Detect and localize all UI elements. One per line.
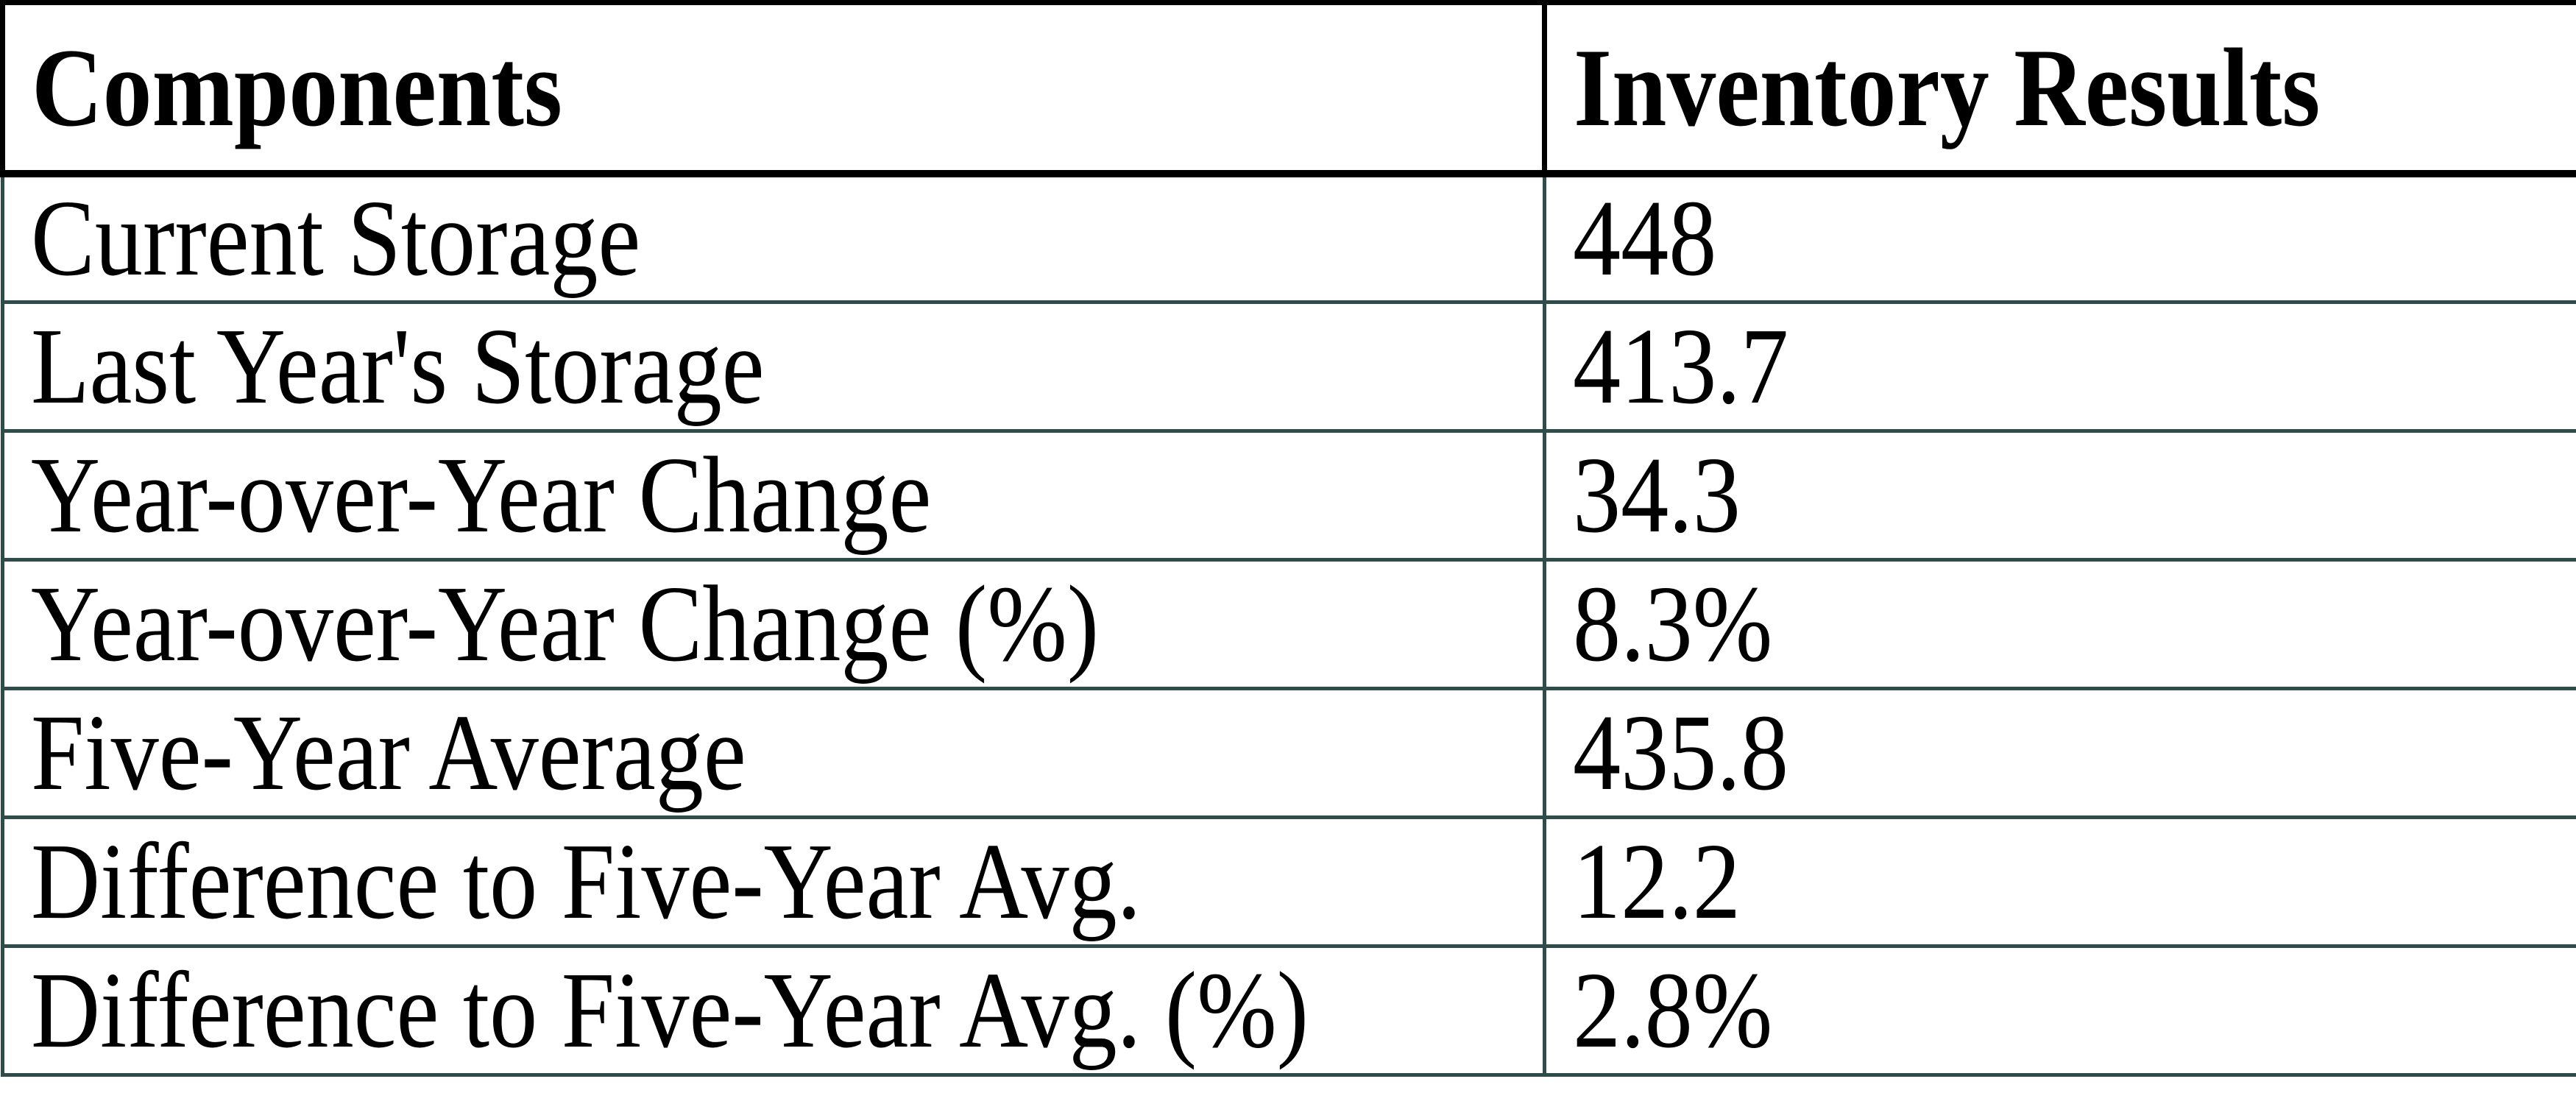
row-value: 2.8% — [1543, 944, 2576, 1077]
row-value-text: 8.3% — [1573, 564, 1773, 684]
table-body: Current Storage 448 Last Year's Storage … — [1, 171, 2576, 1077]
row-value: 435.8 — [1543, 687, 2576, 819]
row-label-text: Last Year's Storage — [31, 306, 765, 427]
row-value-text: 12.2 — [1573, 821, 1741, 942]
row-label: Current Storage — [1, 171, 1546, 304]
table-row: Five-Year Average 435.8 — [1, 687, 2576, 819]
row-label-text: Difference to Five-Year Avg. (%) — [31, 950, 1309, 1071]
row-value-text: 435.8 — [1573, 693, 1789, 813]
row-label: Difference to Five-Year Avg. — [1, 815, 1546, 948]
header-row: Components Inventory Results — [0, 0, 2576, 177]
table-row: Year-over-Year Change (%) 8.3% — [1, 558, 2576, 690]
row-label-text: Current Storage — [31, 178, 641, 300]
row-value: 34.3 — [1543, 429, 2576, 562]
row-label-text: Five-Year Average — [31, 693, 746, 813]
row-label-text: Year-over-Year Change — [31, 435, 932, 556]
row-value: 8.3% — [1543, 558, 2576, 690]
row-value-text: 2.8% — [1573, 950, 1773, 1071]
table-header: Components Inventory Results — [0, 0, 2576, 177]
row-label: Difference to Five-Year Avg. (%) — [1, 944, 1546, 1077]
inventory-table: Components Inventory Results Current Sto… — [0, 0, 2576, 1077]
table-row: Year-over-Year Change 34.3 — [1, 429, 2576, 562]
column-header-inventory-results-label: Inventory Results — [1574, 25, 2321, 149]
row-value-text: 448 — [1573, 178, 1717, 300]
row-label: Year-over-Year Change (%) — [1, 558, 1546, 690]
column-header-inventory-results: Inventory Results — [1542, 0, 2576, 177]
table-row: Last Year's Storage 413.7 — [1, 300, 2576, 433]
table-row: Difference to Five-Year Avg. 12.2 — [1, 815, 2576, 948]
row-value: 413.7 — [1543, 300, 2576, 433]
row-label: Year-over-Year Change — [1, 429, 1546, 562]
table-row: Current Storage 448 — [1, 171, 2576, 304]
row-value: 12.2 — [1543, 815, 2576, 948]
column-header-components-label: Components — [32, 25, 562, 149]
row-label: Five-Year Average — [1, 687, 1546, 819]
table-row: Difference to Five-Year Avg. (%) 2.8% — [1, 944, 2576, 1077]
row-label-text: Year-over-Year Change (%) — [31, 564, 1100, 684]
row-value: 448 — [1543, 171, 2576, 304]
column-header-components: Components — [0, 0, 1547, 177]
row-value-text: 34.3 — [1573, 435, 1741, 556]
row-value-text: 413.7 — [1573, 306, 1789, 427]
row-label: Last Year's Storage — [1, 300, 1546, 433]
row-label-text: Difference to Five-Year Avg. — [31, 821, 1142, 942]
